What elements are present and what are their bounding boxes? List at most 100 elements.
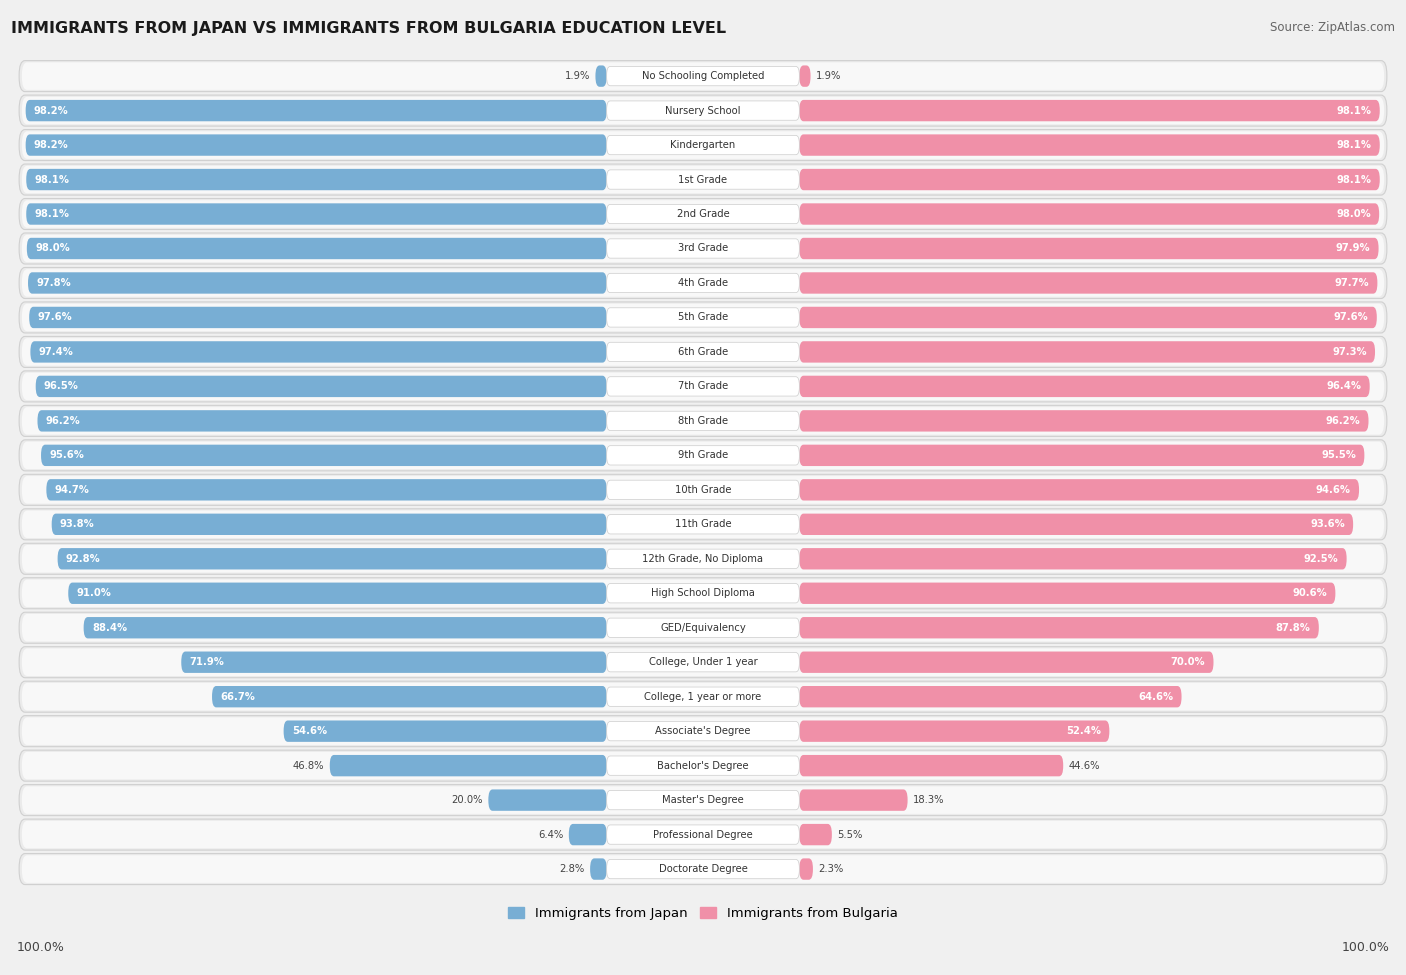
Text: 95.5%: 95.5% (1322, 450, 1357, 460)
Text: 91.0%: 91.0% (76, 588, 111, 599)
FancyBboxPatch shape (20, 302, 1386, 332)
Text: 92.5%: 92.5% (1303, 554, 1339, 564)
FancyBboxPatch shape (569, 824, 606, 845)
FancyBboxPatch shape (25, 135, 606, 156)
Text: 9th Grade: 9th Grade (678, 450, 728, 460)
FancyBboxPatch shape (800, 445, 1364, 466)
FancyBboxPatch shape (20, 406, 1386, 437)
Text: 90.6%: 90.6% (1292, 588, 1327, 599)
Text: 71.9%: 71.9% (190, 657, 225, 667)
Text: Doctorate Degree: Doctorate Degree (658, 864, 748, 874)
FancyBboxPatch shape (22, 442, 1384, 469)
FancyBboxPatch shape (606, 101, 800, 120)
Text: 6.4%: 6.4% (538, 830, 564, 839)
FancyBboxPatch shape (20, 267, 1386, 298)
Text: Kindergarten: Kindergarten (671, 140, 735, 150)
FancyBboxPatch shape (20, 853, 1386, 884)
Text: College, 1 year or more: College, 1 year or more (644, 691, 762, 702)
FancyBboxPatch shape (606, 136, 800, 155)
FancyBboxPatch shape (22, 718, 1384, 745)
Text: Nursery School: Nursery School (665, 105, 741, 116)
Text: 100.0%: 100.0% (17, 941, 65, 954)
Text: No Schooling Completed: No Schooling Completed (641, 71, 765, 81)
Text: 2.8%: 2.8% (560, 864, 585, 874)
FancyBboxPatch shape (20, 370, 1386, 402)
FancyBboxPatch shape (20, 646, 1386, 678)
FancyBboxPatch shape (591, 858, 606, 879)
FancyBboxPatch shape (20, 509, 1386, 540)
FancyBboxPatch shape (20, 543, 1386, 574)
FancyBboxPatch shape (22, 855, 1384, 882)
Text: 93.8%: 93.8% (60, 520, 94, 529)
FancyBboxPatch shape (20, 750, 1386, 781)
FancyBboxPatch shape (22, 269, 1384, 296)
Text: 96.5%: 96.5% (44, 381, 79, 391)
FancyBboxPatch shape (606, 756, 800, 775)
FancyBboxPatch shape (20, 440, 1386, 471)
Text: 97.8%: 97.8% (37, 278, 72, 288)
FancyBboxPatch shape (22, 614, 1384, 642)
FancyBboxPatch shape (20, 233, 1386, 264)
FancyBboxPatch shape (800, 204, 1379, 224)
FancyBboxPatch shape (25, 99, 606, 121)
Text: Professional Degree: Professional Degree (654, 830, 752, 839)
Text: 97.7%: 97.7% (1334, 278, 1369, 288)
FancyBboxPatch shape (22, 62, 1384, 90)
FancyBboxPatch shape (20, 785, 1386, 816)
FancyBboxPatch shape (22, 545, 1384, 572)
FancyBboxPatch shape (800, 651, 1213, 673)
FancyBboxPatch shape (27, 204, 606, 224)
Text: Bachelor's Degree: Bachelor's Degree (657, 760, 749, 770)
Text: GED/Equivalency: GED/Equivalency (661, 623, 745, 633)
FancyBboxPatch shape (22, 200, 1384, 228)
FancyBboxPatch shape (800, 410, 1368, 432)
Legend: Immigrants from Japan, Immigrants from Bulgaria: Immigrants from Japan, Immigrants from B… (503, 902, 903, 925)
FancyBboxPatch shape (606, 687, 800, 706)
FancyBboxPatch shape (606, 66, 800, 86)
FancyBboxPatch shape (800, 375, 1369, 397)
FancyBboxPatch shape (800, 824, 832, 845)
FancyBboxPatch shape (38, 410, 606, 432)
Text: 93.6%: 93.6% (1310, 520, 1346, 529)
Text: High School Diploma: High School Diploma (651, 588, 755, 599)
Text: 97.6%: 97.6% (38, 312, 72, 323)
Text: Associate's Degree: Associate's Degree (655, 726, 751, 736)
FancyBboxPatch shape (800, 686, 1181, 708)
FancyBboxPatch shape (606, 239, 800, 258)
FancyBboxPatch shape (20, 682, 1386, 712)
FancyBboxPatch shape (800, 858, 813, 879)
FancyBboxPatch shape (69, 583, 606, 604)
FancyBboxPatch shape (800, 169, 1379, 190)
Text: 2.3%: 2.3% (818, 864, 844, 874)
FancyBboxPatch shape (35, 375, 606, 397)
Text: IMMIGRANTS FROM JAPAN VS IMMIGRANTS FROM BULGARIA EDUCATION LEVEL: IMMIGRANTS FROM JAPAN VS IMMIGRANTS FROM… (11, 21, 727, 36)
FancyBboxPatch shape (800, 479, 1360, 500)
Text: 94.7%: 94.7% (55, 485, 90, 495)
FancyBboxPatch shape (800, 790, 908, 811)
FancyBboxPatch shape (606, 515, 800, 534)
FancyBboxPatch shape (606, 791, 800, 810)
FancyBboxPatch shape (800, 341, 1375, 363)
FancyBboxPatch shape (212, 686, 606, 708)
FancyBboxPatch shape (22, 235, 1384, 262)
Text: 1.9%: 1.9% (565, 71, 591, 81)
Text: 98.1%: 98.1% (35, 175, 69, 184)
FancyBboxPatch shape (606, 205, 800, 223)
FancyBboxPatch shape (28, 272, 606, 293)
FancyBboxPatch shape (606, 722, 800, 741)
FancyBboxPatch shape (800, 514, 1353, 535)
FancyBboxPatch shape (800, 617, 1319, 639)
FancyBboxPatch shape (31, 341, 606, 363)
FancyBboxPatch shape (20, 199, 1386, 229)
FancyBboxPatch shape (800, 755, 1063, 776)
FancyBboxPatch shape (606, 376, 800, 396)
FancyBboxPatch shape (800, 65, 811, 87)
Text: 96.2%: 96.2% (46, 416, 80, 426)
FancyBboxPatch shape (20, 474, 1386, 505)
FancyBboxPatch shape (800, 99, 1379, 121)
FancyBboxPatch shape (22, 372, 1384, 400)
FancyBboxPatch shape (22, 752, 1384, 779)
FancyBboxPatch shape (800, 272, 1378, 293)
FancyBboxPatch shape (606, 170, 800, 189)
FancyBboxPatch shape (606, 549, 800, 568)
